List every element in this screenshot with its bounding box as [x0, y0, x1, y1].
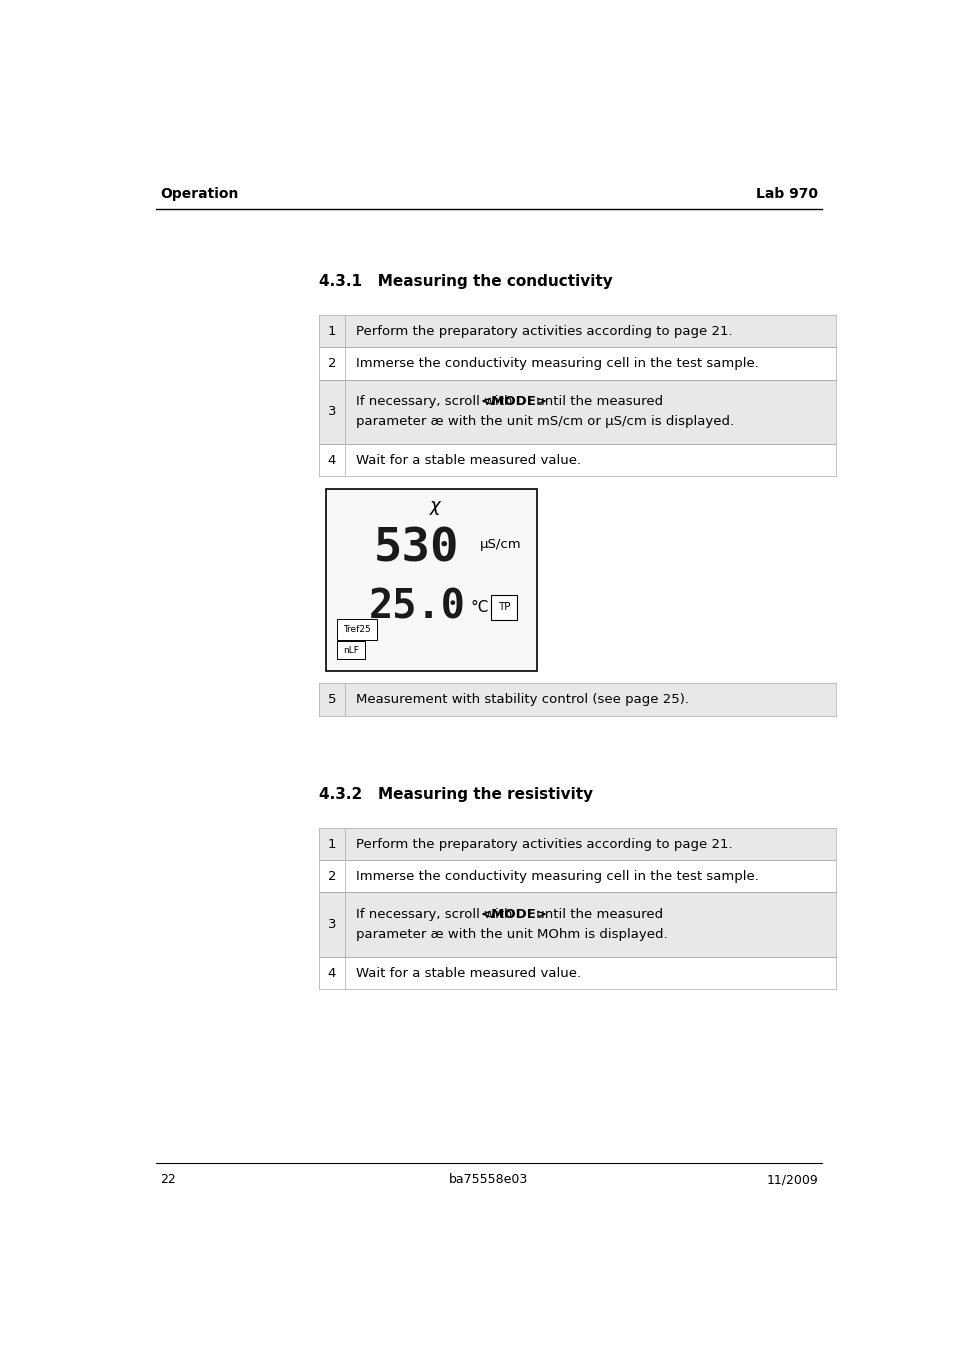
- Text: 4: 4: [327, 966, 335, 979]
- FancyBboxPatch shape: [490, 594, 517, 620]
- Bar: [318, 684, 836, 716]
- Bar: [318, 380, 836, 444]
- Bar: [318, 828, 836, 861]
- Text: Perform the preparatory activities according to page 21.: Perform the preparatory activities accor…: [355, 324, 732, 338]
- Text: 5: 5: [327, 693, 335, 707]
- Bar: [318, 315, 836, 347]
- Text: Measurement with stability control (see page 25).: Measurement with stability control (see …: [355, 693, 688, 707]
- Text: Lab 970: Lab 970: [755, 186, 817, 200]
- Text: 3: 3: [327, 919, 335, 931]
- Text: 3: 3: [327, 405, 335, 419]
- Text: Wait for a stable measured value.: Wait for a stable measured value.: [355, 454, 580, 466]
- Text: 2: 2: [327, 870, 335, 882]
- Bar: [318, 957, 836, 989]
- Text: 4.3.1   Measuring the conductivity: 4.3.1 Measuring the conductivity: [318, 274, 612, 289]
- Text: until the measured: until the measured: [532, 908, 662, 921]
- Text: Operation: Operation: [160, 186, 238, 200]
- Text: 1: 1: [327, 838, 335, 851]
- Text: Perform the preparatory activities according to page 21.: Perform the preparatory activities accor…: [355, 838, 732, 851]
- Text: until the measured: until the measured: [532, 396, 662, 408]
- Text: parameter æ with the unit MOhm is displayed.: parameter æ with the unit MOhm is displa…: [355, 928, 667, 942]
- Text: 4: 4: [327, 454, 335, 466]
- Text: 1: 1: [327, 324, 335, 338]
- Text: 22: 22: [160, 1173, 175, 1186]
- Bar: [318, 347, 836, 380]
- Bar: [318, 444, 836, 477]
- Text: 25.0: 25.0: [368, 588, 465, 627]
- Text: Wait for a stable measured value.: Wait for a stable measured value.: [355, 966, 580, 979]
- Text: parameter æ with the unit mS/cm or μS/cm is displayed.: parameter æ with the unit mS/cm or μS/cm…: [355, 415, 733, 428]
- Bar: [326, 489, 537, 671]
- Text: μS/cm: μS/cm: [479, 538, 520, 551]
- FancyBboxPatch shape: [337, 640, 365, 659]
- Text: 2: 2: [327, 357, 335, 370]
- FancyBboxPatch shape: [337, 619, 376, 639]
- Text: °C: °C: [470, 600, 488, 615]
- Text: ba75558e03: ba75558e03: [449, 1173, 528, 1186]
- Text: 4.3.2   Measuring the resistivity: 4.3.2 Measuring the resistivity: [318, 786, 593, 802]
- Text: TP: TP: [497, 603, 510, 612]
- Text: <MODE>: <MODE>: [480, 396, 547, 408]
- Text: Tref25: Tref25: [343, 624, 371, 634]
- Text: If necessary, scroll with: If necessary, scroll with: [355, 396, 517, 408]
- Text: $\chi$: $\chi$: [429, 499, 442, 517]
- Text: Immerse the conductivity measuring cell in the test sample.: Immerse the conductivity measuring cell …: [355, 357, 758, 370]
- Text: Immerse the conductivity measuring cell in the test sample.: Immerse the conductivity measuring cell …: [355, 870, 758, 882]
- Text: nLF: nLF: [343, 646, 359, 654]
- Bar: [318, 893, 836, 957]
- Text: If necessary, scroll with: If necessary, scroll with: [355, 908, 517, 921]
- Text: 530: 530: [374, 527, 459, 571]
- Text: 11/2009: 11/2009: [765, 1173, 817, 1186]
- Text: <MODE>: <MODE>: [480, 908, 547, 921]
- Bar: [318, 861, 836, 893]
